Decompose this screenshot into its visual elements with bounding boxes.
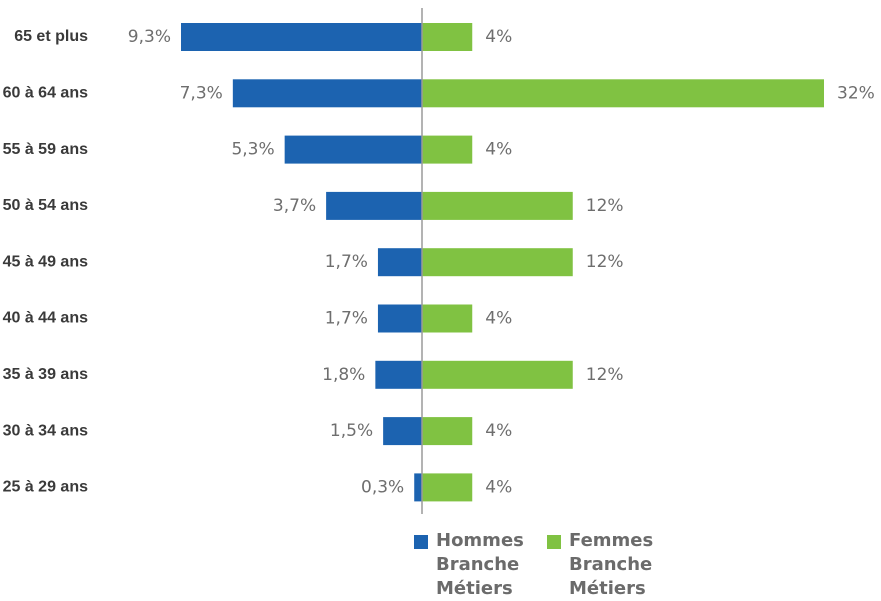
value-label-femmes: 4%: [485, 27, 512, 47]
value-label-femmes: 4%: [485, 309, 512, 329]
bar-hommes: [326, 191, 422, 220]
bar-femmes: [422, 23, 473, 51]
category-label: 50 à 54 ans: [3, 197, 89, 214]
bar-hommes: [377, 304, 422, 333]
bar-femmes: [422, 248, 573, 277]
category-label: 40 à 44 ans: [3, 310, 89, 327]
value-label-hommes: 1,5%: [330, 421, 373, 441]
value-label-femmes: 4%: [485, 421, 512, 441]
legend-swatch-femmes: [547, 535, 561, 549]
value-label-hommes: 3,7%: [273, 196, 316, 216]
legend-label-hommes: Hommes Branche Métiers: [436, 530, 524, 599]
bar-femmes: [422, 304, 473, 333]
category-label: 30 à 34 ans: [3, 422, 89, 439]
value-label-hommes: 1,8%: [322, 365, 365, 385]
category-label: 45 à 49 ans: [3, 253, 89, 270]
category-label: 25 à 29 ans: [3, 479, 89, 496]
bar-femmes: [422, 473, 473, 502]
value-label-femmes: 12%: [586, 196, 624, 216]
bar-hommes: [414, 473, 422, 502]
value-label-hommes: 9,3%: [128, 27, 171, 47]
bar-femmes: [422, 360, 573, 389]
bar-hommes: [181, 23, 422, 51]
bar-hommes: [284, 135, 422, 164]
value-label-femmes: 32%: [837, 83, 875, 103]
value-label-hommes: 1,7%: [325, 309, 368, 329]
bar-hommes: [375, 360, 422, 389]
category-label: 55 à 59 ans: [3, 141, 89, 158]
category-label: 35 à 39 ans: [3, 366, 89, 383]
value-label-femmes: 4%: [485, 477, 512, 497]
legend-label-femmes: Femmes Branche Métiers: [569, 530, 654, 599]
value-label-hommes: 7,3%: [180, 83, 223, 103]
bar-femmes: [422, 135, 473, 164]
value-label-femmes: 12%: [586, 365, 624, 385]
category-label: 65 et plus: [14, 28, 88, 45]
bar-femmes: [422, 417, 473, 446]
bar-femmes: [422, 79, 824, 108]
legend: Hommes Branche Métiers Femmes Branche Mé…: [414, 529, 664, 601]
value-label-hommes: 5,3%: [231, 140, 274, 160]
value-label-femmes: 12%: [586, 252, 624, 272]
value-label-hommes: 1,7%: [325, 252, 368, 272]
bar-hommes: [383, 417, 422, 446]
bar-hommes: [232, 79, 422, 108]
pyramid-chart: 65 et plus 9,3% 4% 60 à 64 ans 7,3% 32% 55 à 5…: [3, 8, 875, 514]
value-label-femmes: 4%: [485, 140, 512, 160]
legend-swatch-hommes: [414, 535, 428, 549]
legend-item-femmes: Femmes Branche Métiers: [547, 529, 664, 601]
value-label-hommes: 0,3%: [361, 477, 404, 497]
category-label: 60 à 64 ans: [3, 85, 89, 102]
bar-hommes: [377, 248, 422, 277]
legend-item-hommes: Hommes Branche Métiers: [414, 529, 531, 601]
bar-femmes: [422, 191, 573, 220]
